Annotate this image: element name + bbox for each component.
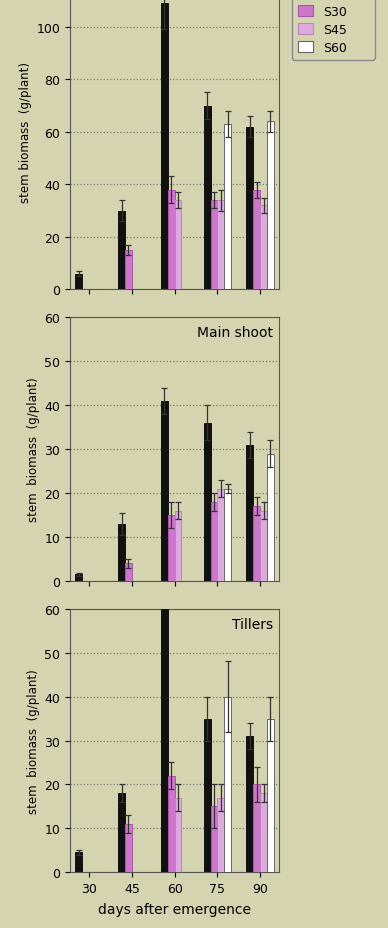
Bar: [125, 563, 132, 581]
Bar: [168, 190, 175, 290]
Bar: [217, 489, 224, 581]
X-axis label: days after emergence: days after emergence: [98, 902, 251, 916]
Bar: [224, 697, 231, 872]
Bar: [267, 122, 274, 290]
Bar: [118, 524, 125, 581]
Y-axis label: stem  biomass  (g/plant): stem biomass (g/plant): [27, 378, 40, 522]
Bar: [260, 793, 267, 872]
Bar: [125, 824, 132, 872]
Bar: [204, 423, 211, 581]
Bar: [118, 793, 125, 872]
Bar: [168, 515, 175, 581]
Bar: [204, 719, 211, 872]
Y-axis label: stem  biomass  (g/plant): stem biomass (g/plant): [27, 668, 40, 813]
Text: Main shoot: Main shoot: [197, 326, 273, 340]
Bar: [168, 776, 175, 872]
Bar: [260, 511, 267, 581]
Bar: [175, 201, 182, 290]
Bar: [211, 806, 217, 872]
Bar: [125, 251, 132, 290]
Bar: [253, 190, 260, 290]
Bar: [161, 402, 168, 581]
Bar: [75, 275, 82, 290]
Bar: [260, 206, 267, 290]
Bar: [75, 853, 82, 872]
Legend: Control, S30, S45, S60: Control, S30, S45, S60: [292, 0, 374, 61]
Bar: [175, 511, 182, 581]
Y-axis label: stem biomass  (g/plant): stem biomass (g/plant): [19, 62, 32, 203]
Bar: [246, 736, 253, 872]
Bar: [211, 201, 217, 290]
Bar: [253, 507, 260, 581]
Bar: [224, 489, 231, 581]
Text: Tillers: Tillers: [232, 617, 273, 631]
Bar: [267, 454, 274, 581]
Bar: [75, 574, 82, 581]
Bar: [161, 4, 168, 290]
Bar: [246, 127, 253, 290]
Bar: [224, 124, 231, 290]
Bar: [118, 212, 125, 290]
Bar: [246, 445, 253, 581]
Bar: [217, 798, 224, 872]
Bar: [161, 574, 168, 872]
Bar: [204, 107, 211, 290]
Bar: [217, 201, 224, 290]
Bar: [253, 784, 260, 872]
Bar: [211, 502, 217, 581]
Bar: [267, 719, 274, 872]
Bar: [175, 798, 182, 872]
